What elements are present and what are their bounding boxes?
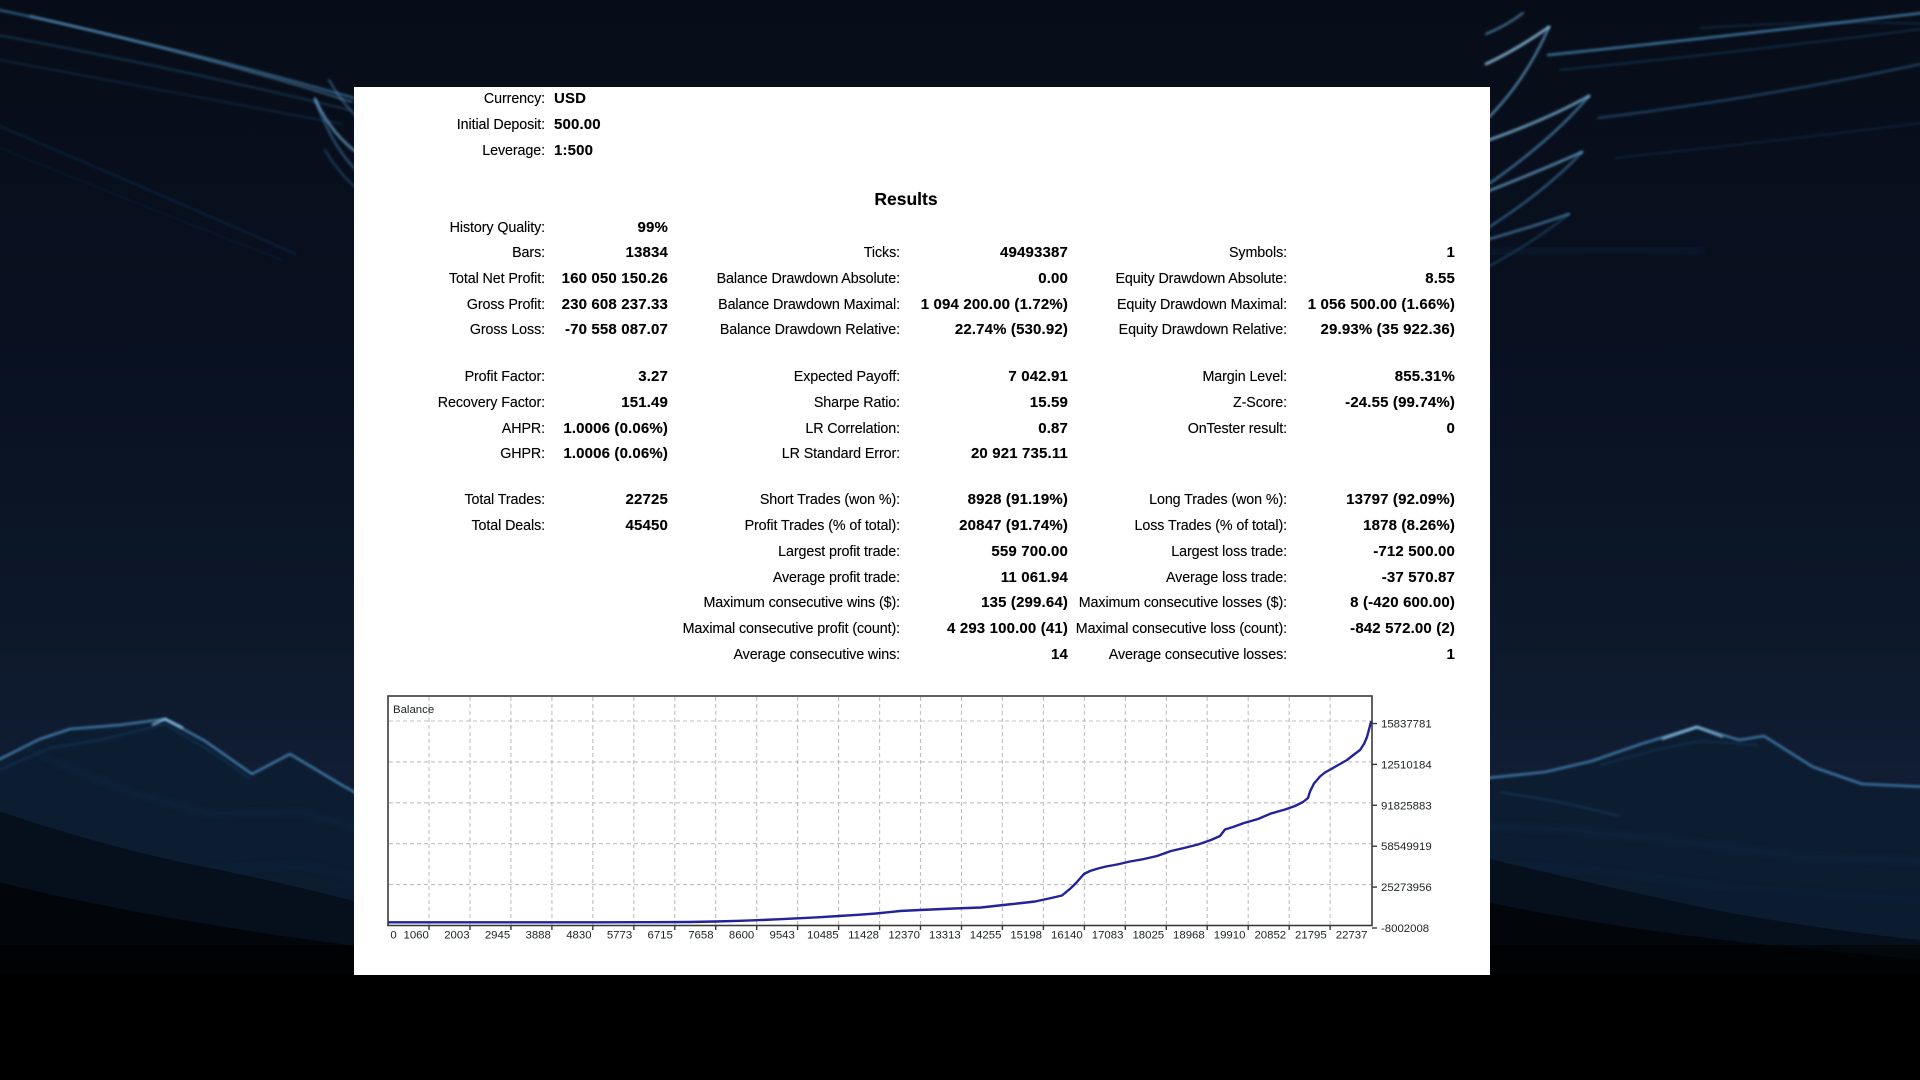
svg-text:25273956: 25273956 [1381,882,1432,894]
svg-text:15198: 15198 [1010,930,1042,942]
svg-text:22737: 22737 [1336,930,1368,942]
svg-text:4830: 4830 [566,930,591,942]
svg-text:11428: 11428 [848,930,879,942]
svg-text:6715: 6715 [648,930,673,942]
svg-text:21795: 21795 [1295,930,1327,942]
svg-text:8600: 8600 [729,930,754,942]
svg-text:9543: 9543 [770,930,795,942]
svg-text:20852: 20852 [1254,930,1286,942]
svg-text:16140: 16140 [1051,930,1083,942]
svg-text:18025: 18025 [1132,930,1164,942]
svg-text:15837781: 15837781 [1381,719,1432,731]
svg-text:2003: 2003 [444,930,469,942]
svg-text:91825883: 91825883 [1381,800,1432,812]
svg-text:19910: 19910 [1214,930,1246,942]
svg-text:12510184: 12510184 [1381,759,1432,771]
svg-text:1060: 1060 [404,930,429,942]
svg-text:3888: 3888 [526,930,551,942]
svg-text:18968: 18968 [1173,930,1205,942]
svg-text:0: 0 [390,930,396,942]
svg-text:13313: 13313 [929,930,961,942]
svg-text:Balance: Balance [393,704,434,716]
svg-text:14255: 14255 [970,930,1002,942]
svg-text:2945: 2945 [485,930,510,942]
svg-text:5773: 5773 [607,930,632,942]
svg-text:12370: 12370 [888,930,920,942]
svg-text:17083: 17083 [1092,930,1124,942]
svg-text:-8002008: -8002008 [1381,923,1429,935]
svg-text:58549919: 58549919 [1381,841,1432,853]
svg-text:7658: 7658 [688,930,713,942]
svg-text:10485: 10485 [807,930,839,942]
